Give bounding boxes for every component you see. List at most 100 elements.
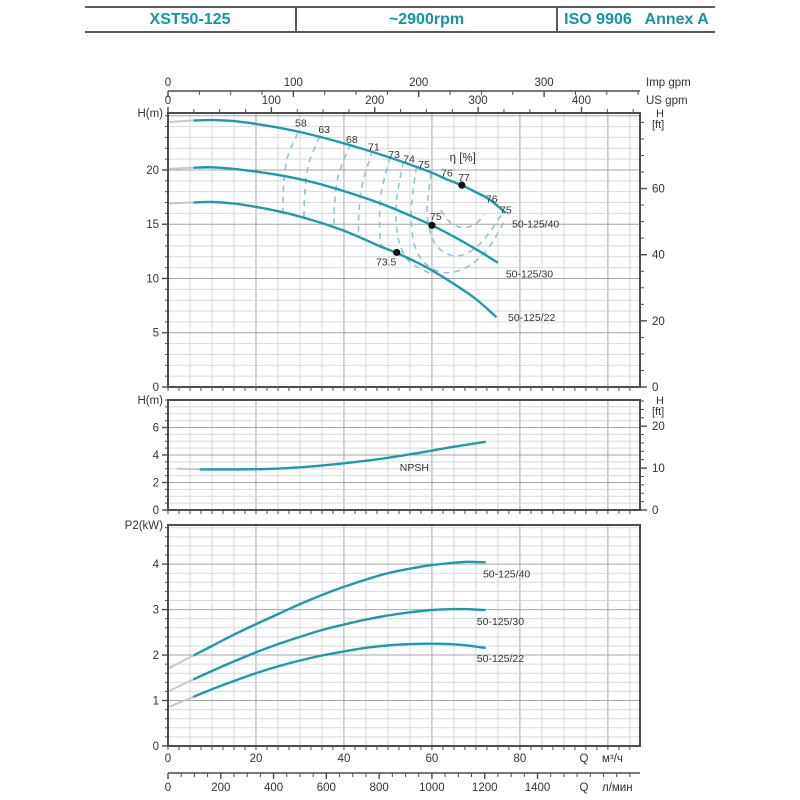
rpm-value: ~2900rpm xyxy=(388,10,465,28)
y-tick-label: 0 xyxy=(153,741,159,753)
efficiency-contour-73 xyxy=(378,156,391,246)
curve-label-NPSH: NPSH xyxy=(400,462,429,474)
efficiency-contour-76 xyxy=(426,173,503,257)
imp-gpm-tick-label: 200 xyxy=(409,77,428,89)
m3h-tick-label: 40 xyxy=(338,753,351,765)
efficiency-contour-68 xyxy=(333,143,352,228)
grid xyxy=(168,400,640,510)
ft-tick-label: 0 xyxy=(652,505,658,517)
efficiency-contour-74 xyxy=(395,161,433,275)
imp-gpm-tick-label: 300 xyxy=(535,77,554,89)
power-chart: 50-125/40 50-125/30 50-125/22 0 1 2 3 4 P2(kW) xyxy=(125,520,641,753)
title-bar: XST50-125 ~2900rpm ISO 9906 Annex A xyxy=(85,6,715,33)
y-tick-label: 0 xyxy=(153,382,159,394)
npsh-chart: NPSH 0 2 4 6 H(m) 0 10 20 H[ft] xyxy=(137,395,664,517)
y-tick-label: 1 xyxy=(153,696,159,708)
curve-50-125/40 xyxy=(193,560,486,657)
curve-50-125/40 xyxy=(193,118,507,214)
m3h-axis-q-label: Q xyxy=(580,753,589,765)
m3h-axis-unit-label: м³/ч xyxy=(602,753,623,765)
plot-border xyxy=(167,112,641,388)
curve-leadin-50-125/22 xyxy=(167,201,195,205)
ft-axis-title: H xyxy=(656,108,664,120)
y-tick-label: 20 xyxy=(146,165,159,177)
efficiency-contour-58 xyxy=(282,132,299,213)
eta-axis-title: η [%] xyxy=(450,152,476,164)
curve-50-125/30 xyxy=(193,166,499,264)
duty-point-label: 73.5 xyxy=(376,256,397,268)
y-axis-title: P2(kW) xyxy=(125,520,164,532)
lmin-tick-label: 1200 xyxy=(472,782,498,794)
standard-name: ISO 9906 Annex A xyxy=(564,10,709,28)
efficiency-label: 63 xyxy=(318,124,330,136)
efficiency-label: 73 xyxy=(388,149,400,161)
duty-point xyxy=(393,248,401,257)
us-gpm-tick-label: 400 xyxy=(572,95,591,107)
efficiency-label: 75 xyxy=(500,204,512,216)
lmin-tick-label: 800 xyxy=(370,782,389,794)
curve-label-50-125/40: 50-125/40 xyxy=(483,568,530,580)
m3h-tick-label: 0 xyxy=(165,753,171,765)
curve-leadin-NPSH xyxy=(176,467,204,471)
duty-point xyxy=(458,181,466,189)
m3h-tick-label: 80 xyxy=(514,753,527,765)
y-tick-label: 5 xyxy=(153,328,159,340)
ft-tick-label: 20 xyxy=(652,316,665,328)
us-gpm-tick-label: 200 xyxy=(365,95,384,107)
efficiency-label: 76 xyxy=(486,194,498,206)
y-axis-title: H(m) xyxy=(137,108,163,120)
y-tick-label: 10 xyxy=(146,273,159,285)
ft-tick-label: 0 xyxy=(652,382,658,394)
y-tick-label: 4 xyxy=(153,559,160,571)
head-capacity-chart: 50-125/40 50-125/30 50-125/22 77 75 73.5 58 63 6… xyxy=(137,108,664,394)
ft-tick-label: 20 xyxy=(652,421,665,433)
lmin-tick-label: 0 xyxy=(165,782,171,794)
y-tick-label: 4 xyxy=(153,450,160,462)
grid xyxy=(168,525,640,746)
imp-gpm-axis-title: Imp gpm xyxy=(646,77,691,89)
ft-tick-label: 10 xyxy=(652,463,665,475)
curve-label-50-125/40: 50-125/40 xyxy=(512,218,559,230)
efficiency-label: 58 xyxy=(295,118,307,130)
header-divider xyxy=(556,8,558,31)
curve-50-125/22 xyxy=(193,642,486,698)
plot-border xyxy=(167,524,641,747)
lmin-tick-label: 1400 xyxy=(525,782,551,794)
us-gpm-tick-label: 300 xyxy=(469,95,488,107)
y-tick-label: 0 xyxy=(153,505,159,517)
ft-axis-title: [ft] xyxy=(652,406,664,418)
curve-NPSH xyxy=(199,440,486,471)
lmin-tick-label: 200 xyxy=(211,782,230,794)
curve-label-50-125/30: 50-125/30 xyxy=(477,616,524,628)
curve-label-50-125/30: 50-125/30 xyxy=(506,268,553,280)
us-gpm-axis-title: US gpm xyxy=(646,95,688,107)
efficiency-label: 76 xyxy=(441,167,453,179)
duty-point-label: 75 xyxy=(430,211,442,223)
model-name: XST50-125 xyxy=(149,10,231,28)
ft-tick-label: 60 xyxy=(652,184,665,196)
imp-gpm-tick-label: 0 xyxy=(165,77,171,89)
efficiency-label: 71 xyxy=(368,141,380,153)
lmin-tick-label: 600 xyxy=(317,782,336,794)
efficiency-contour-63 xyxy=(303,135,321,219)
y-tick-label: 15 xyxy=(146,219,159,231)
efficiency-label: 75 xyxy=(418,159,430,171)
curve-50-125/30 xyxy=(193,607,486,681)
lmin-tick-label: 400 xyxy=(264,782,283,794)
curve-50-125/22 xyxy=(193,200,497,318)
ft-axis-title: [ft] xyxy=(652,119,664,131)
y-tick-label: 6 xyxy=(153,423,159,435)
efficiency-contour-77 xyxy=(440,209,486,229)
ft-tick-label: 40 xyxy=(652,250,665,262)
m3h-tick-label: 60 xyxy=(426,753,439,765)
efficiency-label: 74 xyxy=(403,153,415,165)
lmin-tick-label: 1000 xyxy=(419,782,445,794)
curve-label-50-125/22: 50-125/22 xyxy=(508,312,555,324)
y-tick-label: 2 xyxy=(153,650,159,662)
efficiency-contour-71 xyxy=(357,150,374,237)
efficiency-label: 68 xyxy=(346,134,358,146)
header-divider xyxy=(295,8,297,31)
